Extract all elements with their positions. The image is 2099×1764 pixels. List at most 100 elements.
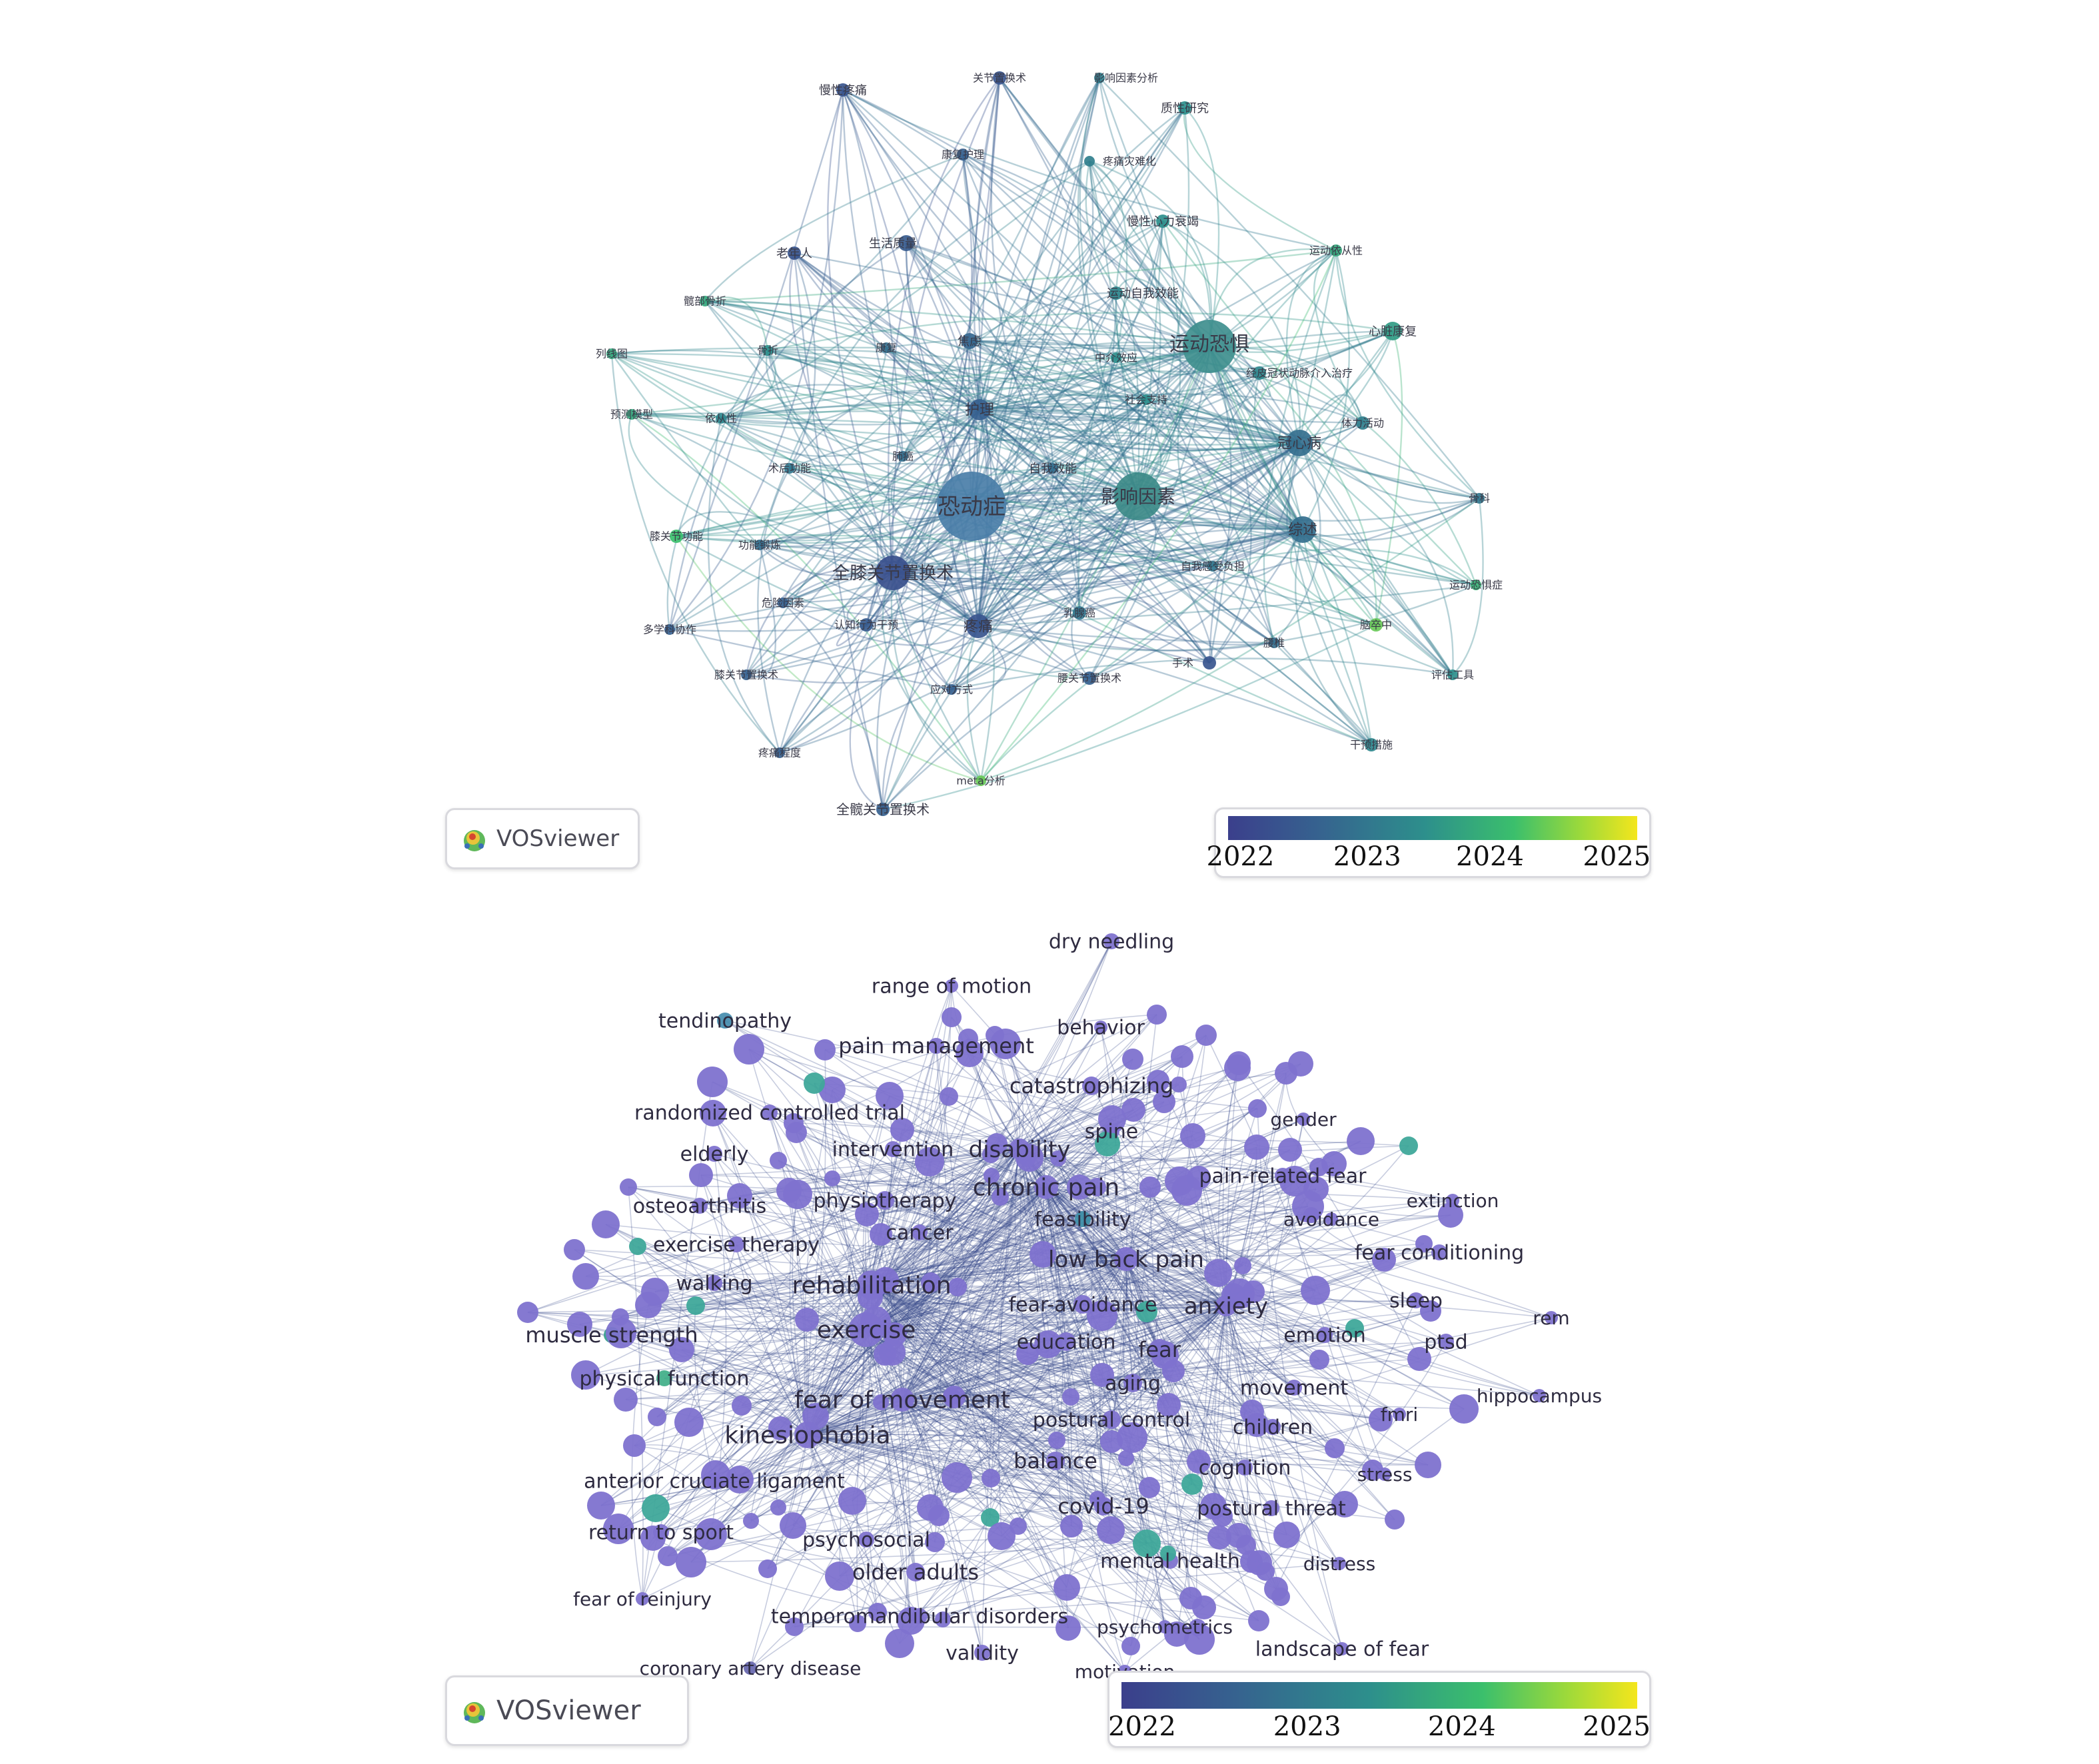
keyword-node[interactable] xyxy=(1060,1515,1083,1538)
keyword-node[interactable] xyxy=(1189,1619,1206,1636)
keyword-node[interactable] xyxy=(1180,1123,1205,1148)
keyword-node[interactable] xyxy=(981,1508,1000,1527)
keyword-node[interactable] xyxy=(1164,1621,1189,1647)
keyword-node-tendinopathy[interactable] xyxy=(717,1013,733,1029)
keyword-node[interactable] xyxy=(1236,1535,1256,1555)
keyword-node[interactable] xyxy=(1273,1522,1300,1548)
keyword-node-keyword-49[interactable] xyxy=(774,747,785,758)
keyword-node-meta[interactable] xyxy=(976,775,986,786)
keyword-node-keyword-43[interactable] xyxy=(1269,638,1279,648)
keyword-node[interactable] xyxy=(1121,1637,1140,1655)
keyword-node-aging[interactable] xyxy=(1123,1374,1142,1392)
keyword-node-keyword-48[interactable] xyxy=(1365,738,1378,751)
keyword-node-walking[interactable] xyxy=(706,1275,722,1291)
keyword-node-keyword-41[interactable] xyxy=(1073,606,1086,620)
keyword-node[interactable] xyxy=(873,1394,889,1410)
keyword-node-emotion[interactable] xyxy=(1317,1327,1333,1343)
keyword-node-keyword-0[interactable] xyxy=(937,472,1006,541)
keyword-node[interactable] xyxy=(1242,1280,1265,1303)
keyword-node-randomized-controlled-trial[interactable] xyxy=(762,1104,778,1120)
keyword-node[interactable] xyxy=(648,1408,666,1426)
keyword-node[interactable] xyxy=(1087,1300,1117,1331)
keyword-node-keyword-30[interactable] xyxy=(716,413,726,424)
keyword-node[interactable] xyxy=(1187,1450,1211,1474)
keyword-node[interactable] xyxy=(785,1617,804,1636)
keyword-node-psychosocial[interactable] xyxy=(858,1532,874,1547)
keyword-node[interactable] xyxy=(1347,1127,1375,1155)
keyword-node[interactable] xyxy=(1271,1587,1290,1606)
keyword-node-keyword-37[interactable] xyxy=(1471,580,1481,590)
keyword-node-keyword-45[interactable] xyxy=(1083,671,1096,685)
keyword-node[interactable] xyxy=(838,1487,866,1515)
keyword-node[interactable] xyxy=(642,1494,670,1522)
keyword-node-keyword-34[interactable] xyxy=(670,530,683,543)
keyword-node[interactable] xyxy=(1062,1388,1079,1406)
keyword-node[interactable] xyxy=(1325,1438,1345,1458)
keyword-node-sleep[interactable] xyxy=(1408,1292,1424,1308)
keyword-node[interactable] xyxy=(620,1178,637,1196)
keyword-node[interactable] xyxy=(1030,1241,1056,1268)
keyword-node[interactable] xyxy=(1147,1070,1169,1093)
keyword-node-cancer[interactable] xyxy=(912,1224,928,1240)
keyword-node[interactable] xyxy=(890,1118,914,1142)
keyword-node[interactable] xyxy=(885,1629,914,1658)
keyword-node[interactable] xyxy=(1415,1452,1441,1478)
keyword-node[interactable] xyxy=(1331,1491,1358,1518)
keyword-node[interactable] xyxy=(567,1312,592,1337)
keyword-node-fear-avoidance[interactable] xyxy=(1073,1295,1092,1314)
keyword-node[interactable] xyxy=(758,1559,777,1578)
keyword-node[interactable] xyxy=(915,1147,944,1176)
keyword-node-hippocampus[interactable] xyxy=(1533,1389,1546,1402)
keyword-node-osteoarthritis[interactable] xyxy=(692,1198,708,1214)
keyword-node-older-adults[interactable] xyxy=(906,1563,925,1581)
keyword-node[interactable] xyxy=(1345,1319,1364,1338)
keyword-node-keyword-2[interactable] xyxy=(1114,472,1162,520)
keyword-node-keyword-24[interactable] xyxy=(962,333,978,349)
keyword-node[interactable] xyxy=(1090,1363,1114,1387)
keyword-node[interactable] xyxy=(802,1403,829,1430)
keyword-node-low-back-pain[interactable] xyxy=(1114,1247,1138,1271)
keyword-node[interactable] xyxy=(606,1318,636,1348)
keyword-node-keyword-7[interactable] xyxy=(966,614,990,638)
keyword-node-keyword-18[interactable] xyxy=(1109,286,1123,300)
keyword-node[interactable] xyxy=(1449,1394,1479,1424)
keyword-node[interactable] xyxy=(732,1396,752,1416)
keyword-node[interactable] xyxy=(992,1188,1009,1206)
keyword-node-keyword-14[interactable] xyxy=(1156,215,1169,228)
keyword-node-fmri[interactable] xyxy=(1393,1408,1406,1421)
keyword-node-keyword-21[interactable] xyxy=(606,348,617,359)
keyword-node[interactable] xyxy=(860,1306,891,1337)
keyword-node[interactable] xyxy=(1301,1276,1330,1305)
keyword-node-balance[interactable] xyxy=(1046,1452,1065,1470)
keyword-node[interactable] xyxy=(603,1514,634,1544)
keyword-node[interactable] xyxy=(1399,1136,1418,1155)
keyword-node[interactable] xyxy=(872,1267,899,1294)
keyword-node-behavior[interactable] xyxy=(1094,1021,1107,1034)
keyword-node[interactable] xyxy=(804,1073,825,1094)
keyword-node[interactable] xyxy=(1309,1158,1328,1176)
keyword-node[interactable] xyxy=(517,1302,538,1323)
keyword-node[interactable] xyxy=(935,1611,951,1627)
keyword-node[interactable] xyxy=(948,1278,967,1296)
keyword-node-keyword-25[interactable] xyxy=(1111,352,1121,363)
keyword-node[interactable] xyxy=(1055,1615,1081,1641)
keyword-node[interactable] xyxy=(990,1029,1021,1059)
keyword-node-keyword-17[interactable] xyxy=(898,235,914,251)
keyword-node[interactable] xyxy=(1321,1151,1347,1176)
keyword-node[interactable] xyxy=(1067,1174,1092,1200)
keyword-node[interactable] xyxy=(784,1113,804,1133)
keyword-node-physiotherapy[interactable] xyxy=(876,1191,894,1210)
keyword-node[interactable] xyxy=(1095,1131,1120,1156)
keyword-node[interactable] xyxy=(623,1434,646,1457)
keyword-node-cognition[interactable] xyxy=(1237,1460,1253,1476)
keyword-node[interactable] xyxy=(1048,1432,1065,1449)
keyword-node[interactable] xyxy=(1097,1516,1125,1544)
keyword-node-catastrophizing[interactable] xyxy=(1082,1077,1101,1095)
keyword-node-dry-needling[interactable] xyxy=(1103,933,1119,949)
keyword-node[interactable] xyxy=(1122,1049,1143,1070)
keyword-node-keyword-39[interactable] xyxy=(860,618,873,632)
keyword-node[interactable] xyxy=(984,1168,1000,1184)
keyword-node-fear-of-movement[interactable] xyxy=(890,1388,914,1412)
keyword-node[interactable] xyxy=(1244,1134,1269,1160)
keyword-node[interactable] xyxy=(1089,1491,1105,1507)
